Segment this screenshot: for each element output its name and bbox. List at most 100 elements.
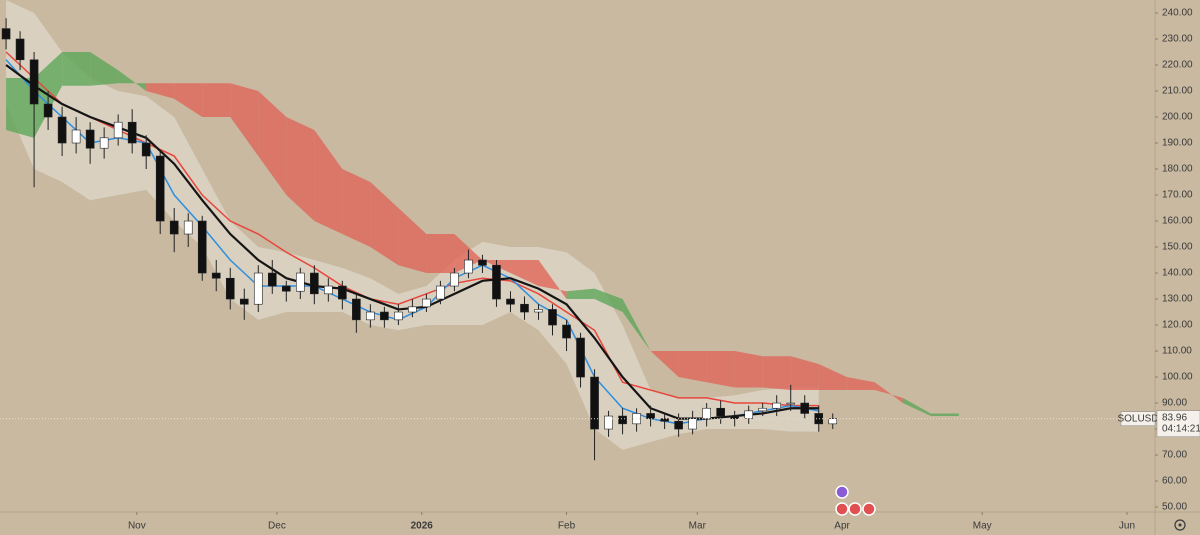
candle-body <box>492 264 501 300</box>
candle-body <box>576 337 585 378</box>
y-tick-label: 150.00 <box>1162 242 1193 253</box>
cloud-segment <box>482 260 511 274</box>
y-tick-label: 230.00 <box>1162 34 1193 45</box>
cloud-segment <box>118 70 147 92</box>
cloud-segment <box>650 351 679 378</box>
y-tick-label: 140.00 <box>1162 268 1193 279</box>
cloud-segment <box>762 356 791 391</box>
candle-body <box>267 272 277 287</box>
candle-body <box>772 402 781 409</box>
event-icon[interactable] <box>835 502 849 516</box>
candle-body <box>506 298 515 305</box>
cloud-segment <box>6 78 35 138</box>
candle-body <box>828 418 838 425</box>
candle-body <box>281 285 291 292</box>
candle-body <box>380 311 389 321</box>
settings-button[interactable] <box>1174 519 1186 531</box>
candle-body <box>57 116 67 144</box>
candle-body <box>183 220 193 235</box>
cloud-segment <box>678 351 707 383</box>
candle-body <box>730 415 739 419</box>
candle-body <box>211 272 221 279</box>
candle-body <box>408 306 417 313</box>
candle-body <box>660 418 669 422</box>
candle-body <box>436 285 445 300</box>
y-tick-label: 190.00 <box>1162 138 1193 149</box>
candle-body <box>239 298 249 305</box>
candle-body <box>310 272 319 295</box>
cloud-segment <box>706 351 735 388</box>
countdown-label: 04:14:21 <box>1162 423 1200 434</box>
candle-body <box>562 324 571 339</box>
event-icon[interactable] <box>848 502 862 516</box>
candle-body <box>155 155 165 222</box>
y-tick-label: 200.00 <box>1162 112 1193 123</box>
y-tick-label: 180.00 <box>1162 164 1193 175</box>
candle-body <box>646 413 655 419</box>
axes: 240.00 230.00 220.00 210.00 200.00 190.00 180.… <box>128 8 1200 532</box>
cloud-segment <box>902 397 931 417</box>
cloud-segment <box>594 288 623 313</box>
candle-body <box>674 420 683 430</box>
plot-area <box>0 0 1155 461</box>
candle-body <box>716 407 725 417</box>
cloud-segment <box>566 288 595 300</box>
event-icon[interactable] <box>862 502 876 516</box>
candle-body <box>15 38 25 61</box>
candle-body <box>352 298 361 321</box>
candle-body <box>43 103 53 118</box>
x-tick-label: Nov <box>128 521 146 532</box>
y-tick-label: 100.00 <box>1162 372 1193 383</box>
candle-body <box>744 410 753 419</box>
candle-body <box>534 309 543 313</box>
candle-body <box>85 129 95 149</box>
y-tick-label: 110.00 <box>1162 346 1192 357</box>
settings-icon[interactable] <box>1174 519 1186 531</box>
candle-body <box>618 415 627 425</box>
y-tick-label: 220.00 <box>1162 60 1193 71</box>
cloud-segment <box>146 83 175 99</box>
candle-body <box>548 309 557 326</box>
y-tick-label: 170.00 <box>1162 190 1193 201</box>
cloud-segment <box>202 83 231 118</box>
y-tick-label: 240.00 <box>1162 8 1193 19</box>
candle-body <box>71 129 81 144</box>
cloud-segment <box>314 130 343 235</box>
candle-body <box>141 142 151 157</box>
cloud-segment <box>426 234 455 274</box>
candle-body <box>1 28 11 40</box>
candle-body <box>253 272 263 305</box>
candle-body <box>478 259 487 266</box>
candle-body <box>29 59 39 105</box>
cloud-segment <box>398 208 427 274</box>
cloud-segment <box>622 299 651 352</box>
x-tick-label: Mar <box>689 521 707 532</box>
candle-body <box>127 121 137 144</box>
cloud-segment <box>930 413 959 417</box>
y-tick-label: 50.00 <box>1162 502 1187 513</box>
cloud-segment <box>734 351 763 388</box>
symbol-tag <box>1120 411 1156 427</box>
x-tick-label: Feb <box>558 521 576 532</box>
candle-body <box>169 220 179 235</box>
cloud-segment <box>174 83 203 118</box>
candle-body <box>296 272 305 292</box>
cloud-segment <box>538 260 567 300</box>
event-icon[interactable] <box>835 485 849 499</box>
candle-body <box>800 402 810 414</box>
settings-icon-dot <box>1178 523 1182 527</box>
candle-body <box>99 137 109 149</box>
x-tick-label: Jun <box>1119 521 1135 532</box>
price-tag <box>1156 410 1200 438</box>
candle-body <box>786 402 796 405</box>
y-tick-label: 130.00 <box>1162 294 1193 305</box>
event-icons <box>835 485 876 516</box>
y-tick-label: 70.00 <box>1162 450 1187 461</box>
cloud-segment <box>230 83 259 157</box>
cloud-segment <box>790 356 819 391</box>
cloud-segment <box>62 52 91 86</box>
x-tick-label: Apr <box>834 521 850 532</box>
cloud-segment <box>286 117 315 222</box>
candle-body <box>324 285 333 295</box>
